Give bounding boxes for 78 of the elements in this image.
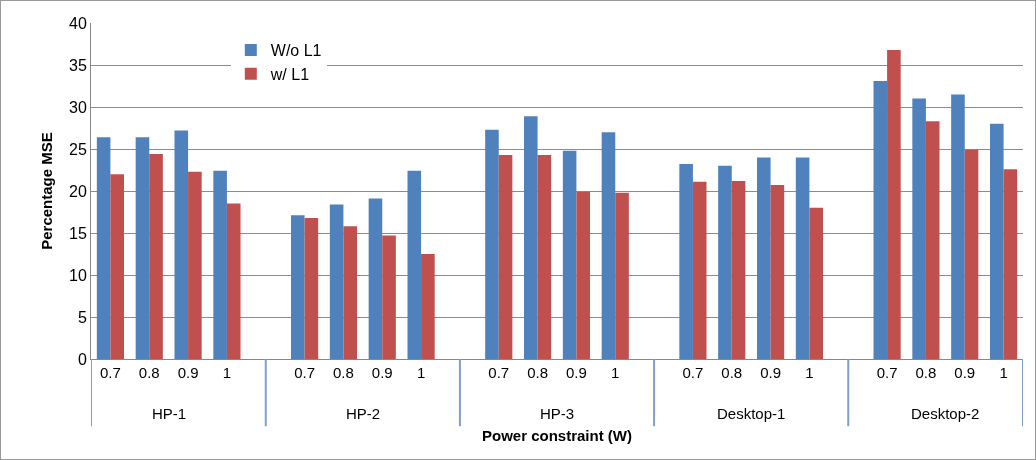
y-tick-label: 35: [69, 56, 87, 74]
y-tick-label: 40: [69, 14, 87, 32]
bar: [226, 203, 241, 359]
bar: [679, 164, 693, 359]
y-tick-label: 30: [69, 98, 87, 116]
x-tick-label: 1: [222, 364, 232, 381]
bar: [562, 150, 577, 359]
bar: [537, 154, 552, 359]
bar: [188, 171, 202, 359]
y-tick-label: 10: [69, 266, 87, 284]
bar: [731, 180, 746, 359]
x-tick-label: 0.9: [760, 364, 782, 381]
bar: [951, 94, 965, 359]
bar: [368, 198, 383, 359]
y-tick-label: 25: [69, 140, 87, 158]
x-tick-label: 0.7: [876, 364, 898, 381]
bar: [523, 116, 538, 359]
bar: [485, 129, 499, 359]
text: Desktop-1: [717, 405, 786, 422]
bar: [149, 154, 163, 359]
bar: [498, 154, 513, 359]
bar: [770, 185, 785, 359]
bar: [964, 149, 979, 359]
x-tick-label: 0.8: [138, 364, 160, 381]
bar: [290, 215, 305, 359]
bar: [304, 217, 319, 359]
y-axis-title: Percentage MSE: [38, 132, 56, 250]
x-tick-label: 0.7: [682, 364, 704, 381]
x-tick-label: 1: [416, 364, 426, 381]
bar: [809, 207, 824, 359]
x-tick-label: 0.8: [915, 364, 937, 381]
bar: [912, 98, 926, 359]
x-tick-label: 0.7: [99, 364, 121, 381]
text: Desktop-2: [911, 405, 980, 422]
legend-label: W/o L1: [270, 42, 322, 60]
bar: [110, 174, 125, 359]
text: HP-1: [152, 405, 187, 422]
x-tick-label: 1: [611, 364, 620, 381]
y-tick-label: 15: [69, 224, 87, 242]
bar: [989, 123, 1004, 359]
bar: [692, 181, 707, 359]
x-axis-title: Power constraint (W): [481, 427, 633, 444]
bar: [135, 137, 150, 359]
bar: [213, 170, 227, 359]
y-tick-label: 0: [77, 350, 87, 368]
bar: [96, 137, 111, 359]
bar: [601, 132, 616, 359]
bar: [174, 130, 189, 359]
x-tick-label: 0.7: [488, 364, 510, 381]
bar: [718, 165, 732, 359]
x-tick-label: 0.9: [565, 364, 587, 381]
bar: [382, 235, 396, 359]
bar: [925, 121, 940, 359]
bar: [421, 254, 435, 359]
text: HP-2: [346, 405, 381, 422]
bar: [329, 204, 344, 359]
bar: [343, 226, 358, 359]
x-tick-label: 0.8: [332, 364, 354, 381]
x-tick-label: 0.9: [177, 364, 199, 381]
bar: [615, 192, 629, 359]
bar: [795, 157, 810, 359]
x-tick-label: 0.9: [954, 364, 976, 381]
bar: [756, 157, 771, 359]
bar: [887, 49, 901, 359]
x-tick-label: 0.9: [371, 364, 393, 381]
legend-label: w/ L1: [269, 66, 310, 84]
text: HP-3: [540, 405, 575, 422]
x-tick-label: 0.7: [294, 364, 316, 381]
y-tick-label: 20: [69, 182, 87, 200]
x-tick-label: 0.8: [721, 364, 743, 381]
bar: [1003, 169, 1018, 359]
x-tick-label: 1: [805, 364, 814, 381]
bar: [407, 170, 422, 359]
x-tick-label: 0.8: [527, 364, 549, 381]
bar: [873, 80, 888, 359]
y-tick-label: 5: [77, 308, 87, 326]
bar: [576, 191, 591, 359]
x-tick-label: 1: [999, 364, 1008, 381]
